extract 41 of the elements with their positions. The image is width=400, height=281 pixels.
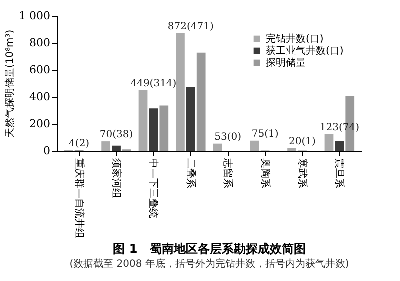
x-tick-label: 奥陶系 (259, 158, 272, 188)
bar (112, 146, 121, 151)
data-label: 449(314) (130, 78, 177, 90)
data-label: 4(2) (69, 138, 90, 150)
bar (324, 134, 334, 151)
x-tick-label: 志留系 (222, 158, 234, 188)
x-tick-label: 震旦系 (334, 158, 346, 188)
bar (160, 106, 169, 151)
legend-label: 完钻井数(口) (266, 33, 324, 45)
bar (213, 144, 222, 151)
bar (138, 90, 148, 151)
y-tick-label: 200 (30, 118, 50, 130)
bar (186, 87, 196, 151)
y-tick-label: 400 (30, 90, 50, 104)
legend-label: 获工业气井数(口) (266, 45, 344, 57)
bar (102, 142, 111, 151)
x-tick-label: 中—下三叠统 (148, 158, 160, 218)
x-tick-label: 须家河组 (110, 158, 123, 198)
x-tick-label: 重庆群—自流井组 (73, 158, 86, 238)
text: 图 1 蜀南地区各层系勘探成效简图 (113, 242, 306, 256)
data-label: 872(471) (168, 21, 214, 32)
y-tick-label: 0 (44, 144, 50, 158)
data-label: 70(38) (100, 130, 134, 141)
text: (数据截至 2008 年底，括号外为完钻井数，括号内为获气井数) (70, 258, 350, 270)
legend-label: 探明储量 (266, 57, 306, 69)
bar (335, 141, 344, 151)
bar (288, 148, 296, 151)
bar (149, 108, 158, 151)
data-label: 123(74) (320, 122, 360, 134)
x-tick-label: 二叠系 (184, 158, 197, 188)
data-label: 20(1) (289, 136, 316, 148)
bar (250, 140, 260, 151)
y-tick-label: 800 (30, 36, 50, 50)
data-label: 53(0) (214, 132, 242, 143)
bar (196, 52, 206, 151)
data-label: 75(1) (252, 128, 279, 140)
x-tick-label: 寒武系 (296, 158, 308, 188)
bar (176, 33, 185, 151)
y-tick-label: 600 (30, 64, 50, 76)
y-tick-label: 1 000 (19, 10, 50, 22)
y-axis-title: 天然气探明储量(10⁸m³) (4, 30, 16, 138)
